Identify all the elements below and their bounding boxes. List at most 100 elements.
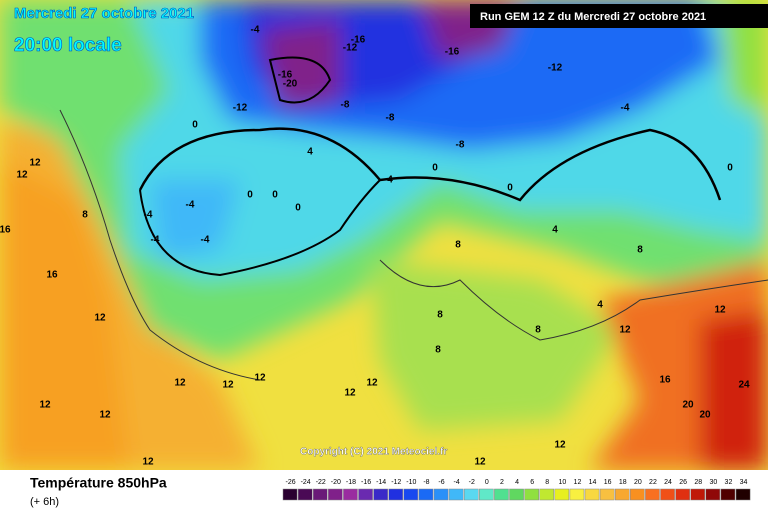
scale-label: 8 bbox=[545, 479, 549, 486]
scale-swatch bbox=[524, 488, 539, 501]
contour-label: 20 bbox=[682, 400, 694, 411]
scale-label: -14 bbox=[376, 479, 386, 486]
scale-label: 22 bbox=[649, 479, 657, 486]
contour-label: 4 bbox=[307, 147, 313, 158]
scale-label: -6 bbox=[438, 479, 444, 486]
scale-label: 24 bbox=[664, 479, 672, 486]
scale-swatch bbox=[584, 488, 600, 501]
scale-swatch bbox=[539, 488, 555, 501]
contour-label: 24 bbox=[738, 380, 750, 391]
contour-label: -8 bbox=[456, 140, 465, 151]
contour-label: 16 bbox=[0, 225, 11, 236]
contour-label: 12 bbox=[174, 378, 186, 389]
contour-label: 8 bbox=[535, 325, 541, 336]
scale-swatch bbox=[614, 488, 630, 501]
scale-swatch bbox=[479, 488, 494, 501]
contour-label: 12 bbox=[366, 378, 378, 389]
contour-label: 12 bbox=[99, 410, 111, 421]
contour-label: 0 bbox=[247, 190, 253, 201]
scale-label: -22 bbox=[316, 479, 326, 486]
contour-label: 12 bbox=[344, 388, 356, 399]
contour-label: -8 bbox=[341, 100, 350, 111]
contour-label: 8 bbox=[455, 240, 461, 251]
contour-label: 12 bbox=[254, 373, 266, 384]
contour-label: 0 bbox=[192, 120, 198, 131]
scale-label: 10 bbox=[558, 479, 566, 486]
scale-swatch bbox=[312, 488, 328, 501]
scale-swatch bbox=[735, 488, 751, 501]
scale-label: -8 bbox=[423, 479, 429, 486]
scale-label: 18 bbox=[619, 479, 627, 486]
contour-label: -8 bbox=[386, 113, 395, 124]
scale-swatch bbox=[358, 488, 373, 501]
contour-label: 12 bbox=[16, 170, 28, 181]
scale-swatch bbox=[373, 488, 388, 501]
contour-label: -12 bbox=[343, 43, 358, 54]
contour-label: -20 bbox=[283, 79, 298, 90]
scale-swatch bbox=[448, 488, 464, 501]
scale-label: -26 bbox=[285, 479, 295, 486]
scale-swatch bbox=[403, 488, 419, 501]
contour-label: -16 bbox=[351, 35, 366, 46]
scale-label: 4 bbox=[515, 479, 519, 486]
scale-label: -16 bbox=[361, 479, 371, 486]
scale-swatch bbox=[343, 488, 358, 501]
contour-label: -4 bbox=[186, 200, 195, 211]
scale-label: -10 bbox=[406, 479, 416, 486]
contour-label: 0 bbox=[507, 183, 513, 194]
contour-label: 8 bbox=[437, 310, 443, 321]
contour-label: -16 bbox=[445, 47, 460, 58]
footer-step: (+ 6h) bbox=[30, 496, 59, 508]
scale-label: -2 bbox=[469, 479, 475, 486]
scale-label: 34 bbox=[740, 479, 748, 486]
contour-label: -4 bbox=[251, 25, 260, 36]
color-scale: -26 -24 -22 -20 -18 -16 -14 -12 -10 -8 -6 -4 -2 0 2 4 6 8… bbox=[282, 479, 751, 501]
contour-labels: -4-12-16-16-20-8-12-8-16-12-4-8040400-4-… bbox=[0, 25, 750, 468]
contour-label: 4 bbox=[597, 300, 603, 311]
scale-swatch bbox=[569, 488, 585, 501]
contour-label: 12 bbox=[29, 158, 41, 169]
contour-label: 8 bbox=[637, 245, 643, 256]
scale-swatch bbox=[328, 488, 343, 501]
run-box bbox=[470, 4, 768, 28]
scale-swatch bbox=[630, 488, 645, 501]
contour-label: -4 bbox=[621, 103, 630, 114]
contour-label: 12 bbox=[39, 400, 51, 411]
contour-label: 12 bbox=[474, 457, 486, 468]
contour-label: 12 bbox=[94, 313, 106, 324]
time-title: 20:00 locale bbox=[14, 35, 122, 56]
scale-swatch bbox=[675, 488, 690, 501]
date-title: Mercredi 27 octobre 2021 bbox=[14, 5, 194, 22]
scale-swatch bbox=[494, 488, 509, 501]
scale-label: 32 bbox=[725, 479, 733, 486]
contour-label: 0 bbox=[432, 163, 438, 174]
contour-label: -4 bbox=[144, 210, 153, 221]
scale-swatch bbox=[690, 488, 706, 501]
scale-label: 12 bbox=[574, 479, 582, 486]
contour-label: -16 bbox=[278, 70, 293, 81]
scale-swatch bbox=[388, 488, 404, 501]
scale-label: 28 bbox=[694, 479, 702, 486]
scale-label: 20 bbox=[634, 479, 642, 486]
scale-label: -18 bbox=[346, 479, 356, 486]
map: -4-12-16-16-20-8-12-8-16-12-4-8040400-4-… bbox=[0, 0, 768, 470]
scale-label: 14 bbox=[589, 479, 597, 486]
contour-label: 4 bbox=[387, 175, 393, 186]
scale-swatch bbox=[463, 488, 479, 501]
scale-label: 6 bbox=[530, 479, 534, 486]
scale-label: -20 bbox=[331, 479, 341, 486]
scale-swatch bbox=[282, 488, 298, 501]
scale-swatch bbox=[433, 488, 449, 501]
scale-swatch bbox=[660, 488, 675, 501]
contour-label: 0 bbox=[295, 203, 301, 214]
scale-label: -24 bbox=[301, 479, 311, 486]
scale-label: 0 bbox=[485, 479, 489, 486]
contour-label: -12 bbox=[548, 63, 563, 74]
contour-label: 4 bbox=[552, 225, 558, 236]
contour-label: 12 bbox=[142, 457, 154, 468]
scale-swatch bbox=[509, 488, 524, 501]
scale-swatch bbox=[554, 488, 570, 501]
scale-label: -4 bbox=[454, 479, 460, 486]
run-label: Run GEM 12 Z du Mercredi 27 octobre 2021 bbox=[480, 11, 706, 23]
contour-label: 12 bbox=[619, 325, 631, 336]
